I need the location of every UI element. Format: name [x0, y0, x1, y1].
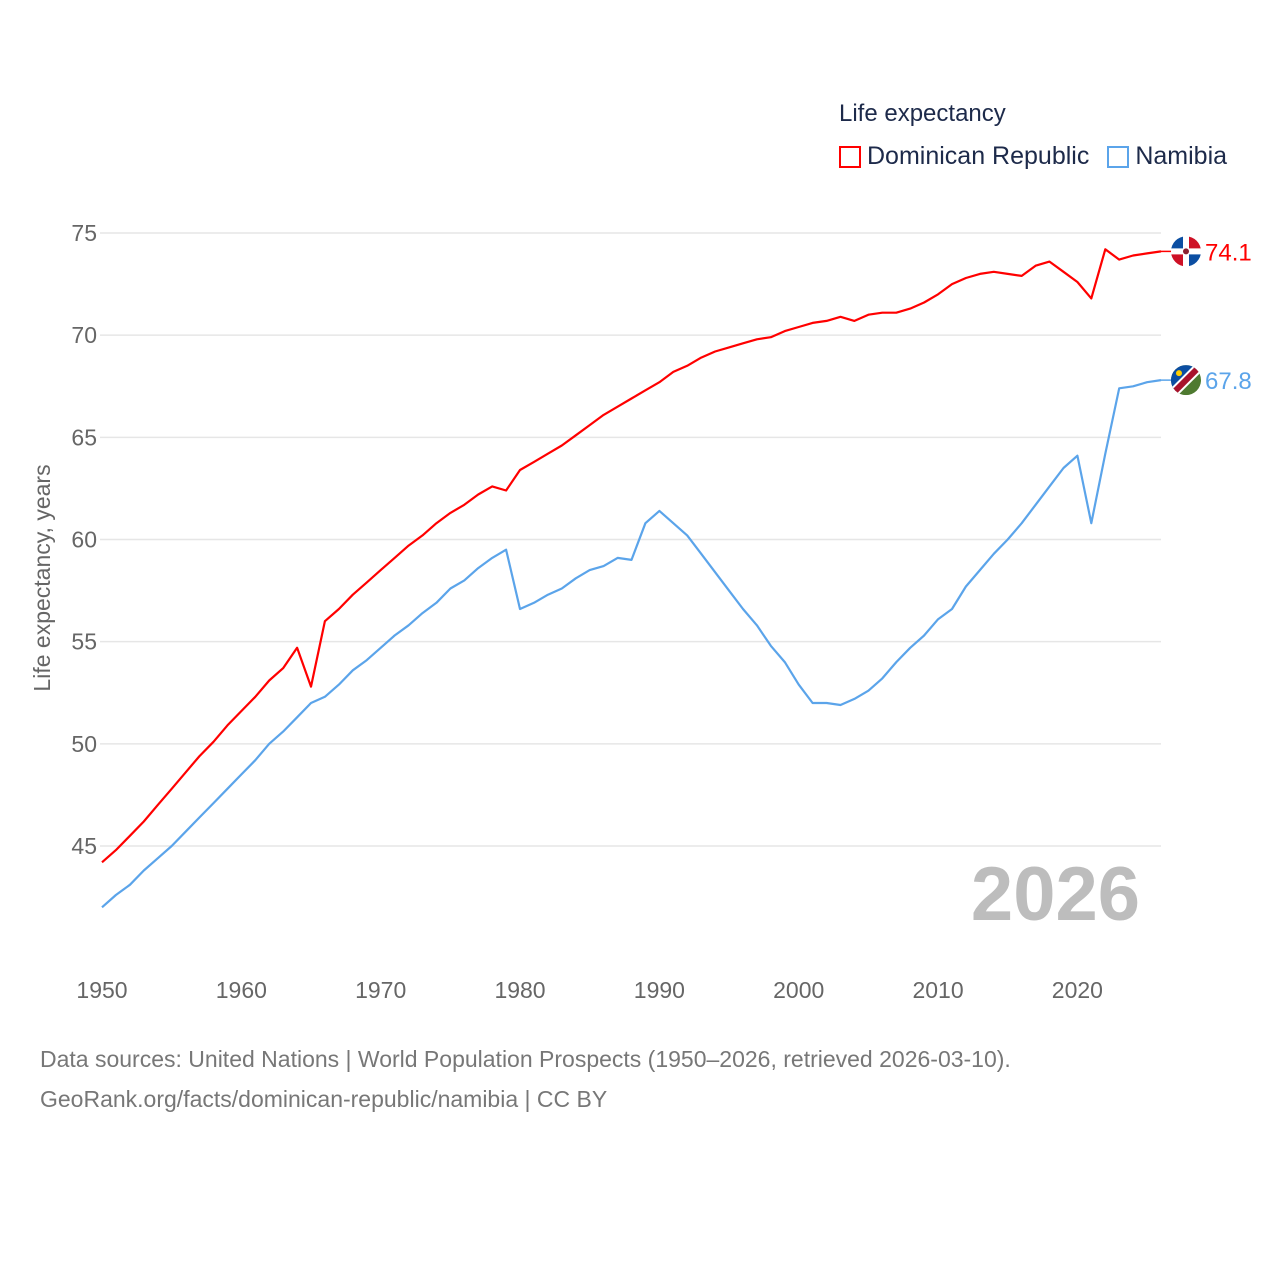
series-line-namibia	[101, 379, 1162, 909]
dominican-republic-flag-icon	[1171, 236, 1201, 267]
legend-label: Dominican Republic	[867, 142, 1090, 170]
legend-title: Life expectancy	[839, 100, 1006, 127]
flag-q	[1189, 236, 1201, 249]
year-watermark: 2026	[971, 852, 1140, 937]
flag-band	[1171, 365, 1201, 396]
x-tick-label: 2020	[1052, 977, 1103, 1003]
y-tick-label: 50	[71, 731, 97, 757]
y-tick-label: 70	[71, 322, 97, 348]
y-tick-label: 60	[71, 527, 97, 553]
x-tick-label: 1960	[216, 977, 267, 1003]
namibia-flag-icon	[1171, 365, 1201, 396]
footer-sources: Data sources: United Nations | World Pop…	[40, 1046, 1011, 1072]
y-tick-label: 55	[71, 629, 97, 655]
legend-swatch	[839, 145, 861, 168]
legend-item-namibia[interactable]: Namibia	[1107, 142, 1227, 171]
series-line-dominican-republic	[101, 248, 1162, 864]
end-value-label: 67.8	[1205, 368, 1252, 395]
footer-link[interactable]: GeoRank.org/facts/dominican-republic/nam…	[40, 1086, 608, 1112]
y-tick-label: 65	[71, 424, 97, 450]
x-tick-label: 1980	[494, 977, 545, 1003]
y-tick-label: 45	[71, 833, 97, 859]
x-tick-label: 2010	[912, 977, 963, 1003]
x-tick-label: 2000	[773, 977, 824, 1003]
legend-swatch	[1107, 145, 1130, 168]
flag-q	[1189, 254, 1201, 267]
y-axis-label: Life expectancy, years	[29, 464, 55, 691]
legend-item-dominican-republic[interactable]: Dominican Republic	[839, 142, 1089, 171]
flag-q	[1171, 254, 1183, 267]
y-tick-label: 75	[71, 220, 97, 246]
legend-label: Namibia	[1135, 142, 1228, 170]
x-tick-label: 1990	[634, 977, 685, 1003]
flag-emblem	[1183, 248, 1189, 255]
flag-body	[1171, 236, 1201, 267]
flag-q	[1171, 236, 1183, 249]
x-tick-label: 1970	[355, 977, 406, 1003]
x-tick-label: 1950	[76, 977, 127, 1003]
flag-sun	[1176, 370, 1182, 377]
end-value-label: 74.1	[1205, 239, 1252, 266]
flag-body	[1171, 365, 1201, 396]
legend: Dominican Republic Namibia	[839, 142, 1227, 171]
